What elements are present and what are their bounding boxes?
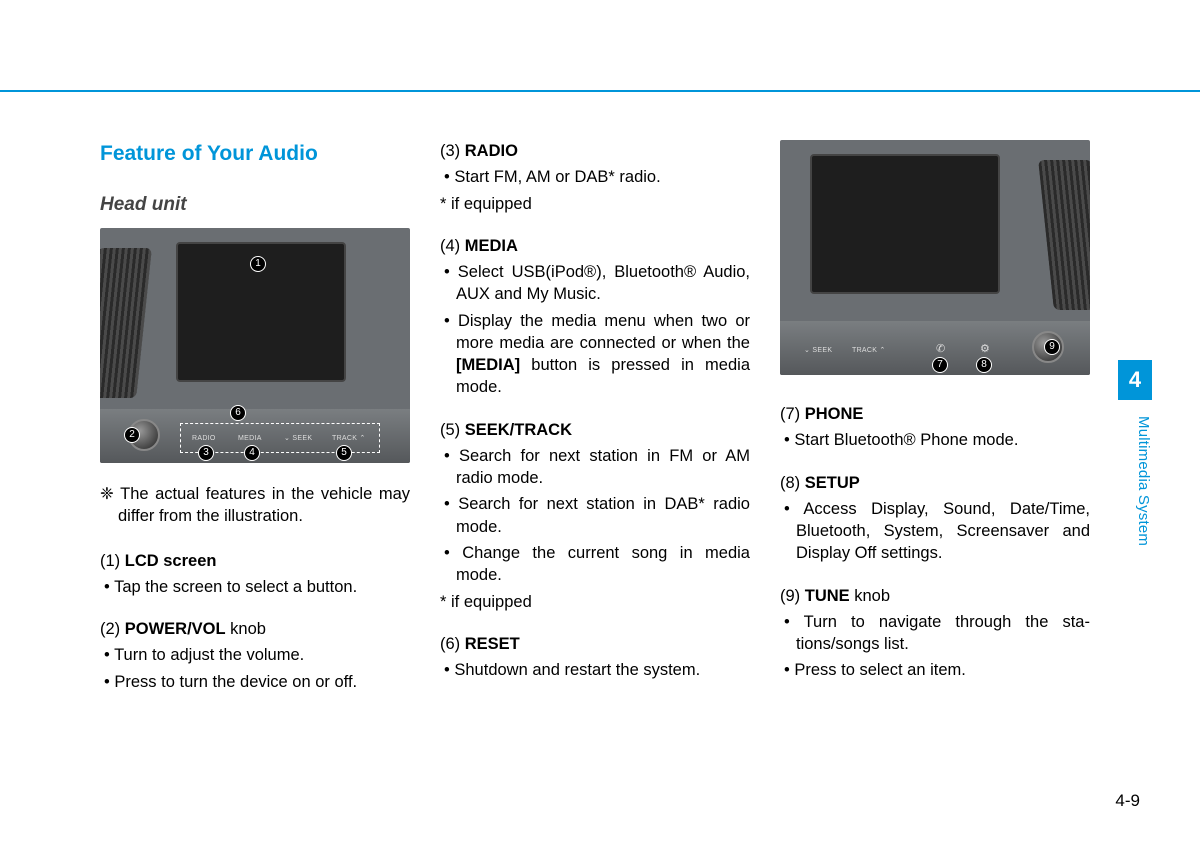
item-3-head: (3) RADIO (440, 140, 750, 162)
item-8-bullet-1: Access Display, Sound, Date/Time, Blueto… (780, 498, 1090, 565)
phone-icon: ✆ (936, 342, 946, 357)
vent-right (1038, 160, 1090, 310)
item-9-pre: (9) (780, 587, 805, 605)
item-7-bold: PHONE (805, 405, 864, 423)
chapter-tab: 4 (1118, 360, 1152, 400)
item-5: (5) SEEK/TRACK Search for next station i… (440, 419, 750, 613)
item-9-head: (9) TUNE knob (780, 585, 1090, 607)
item-5-bullet-1: Search for next station in FM or AM radi… (440, 445, 750, 490)
item-2-bold: POWER/VOL (125, 620, 226, 638)
item-7-pre: (7) (780, 405, 805, 423)
item-9-bullet-2: Press to select an item. (780, 659, 1090, 681)
radio-button-label: RADIO (192, 434, 216, 443)
item-8: (8) SETUP Access Display, Sound, Date/Ti… (780, 472, 1090, 565)
item-1-bold: LCD screen (125, 552, 217, 570)
item-4-b2-text: Display the media menu when two or more … (456, 312, 750, 397)
item-9-bold: TUNE (805, 587, 850, 605)
callout-3: 3 (198, 445, 214, 461)
item-8-head: (8) SETUP (780, 472, 1090, 494)
item-5-bullet-3: Change the current song in media mode. (440, 542, 750, 587)
seek-button-label-2: ⌄ SEEK (804, 346, 832, 355)
item-5-footnote: * if equipped (440, 591, 750, 613)
page-number: 4-9 (1115, 791, 1140, 811)
item-7: (7) PHONE Start Bluetooth® Phone mode. (780, 403, 1090, 452)
item-1-pre: (1) (100, 552, 125, 570)
item-6-head: (6) RESET (440, 633, 750, 655)
item-6-bold: RESET (465, 635, 520, 653)
track-button-label-2: TRACK ⌃ (852, 346, 886, 355)
figure-head-unit-right: ⌄ SEEK TRACK ⌃ ✆ ⚙ 7 8 9 (780, 140, 1090, 375)
callout-6: 6 (230, 405, 246, 421)
top-rule (0, 90, 1200, 92)
seek-button-label: ⌄ SEEK (284, 434, 312, 443)
sub-title: Head unit (100, 192, 410, 218)
item-9-bullet-1: Turn to navigate through the sta-tions/s… (780, 611, 1090, 656)
callout-4: 4 (244, 445, 260, 461)
item-2-bullet-1: Turn to adjust the volume. (100, 644, 410, 666)
item-2-post: knob (226, 620, 266, 638)
item-8-bold: SETUP (805, 474, 860, 492)
item-5-bold: SEEK/TRACK (465, 421, 572, 439)
callout-9: 9 (1044, 339, 1060, 355)
item-1: (1) LCD screen Tap the screen to select … (100, 550, 410, 599)
item-3-footnote: * if equipped (440, 193, 750, 215)
callout-7: 7 (932, 357, 948, 373)
item-9-post: knob (850, 587, 890, 605)
lcd-screen-graphic-2 (810, 154, 1000, 294)
section-title: Feature of Your Audio (100, 140, 410, 168)
item-4: (4) MEDIA Select USB(iPod®), Bluetooth® … (440, 235, 750, 399)
item-3: (3) RADIO Start FM, AM or DAB* radio. * … (440, 140, 750, 215)
setup-icon: ⚙ (980, 342, 990, 357)
item-5-bullet-2: Search for next station in DAB* radio mo… (440, 493, 750, 538)
column-2: (3) RADIO Start FM, AM or DAB* radio. * … (440, 140, 750, 713)
item-2: (2) POWER/VOL knob Turn to adjust the vo… (100, 618, 410, 693)
item-2-pre: (2) (100, 620, 125, 638)
callout-1: 1 (250, 256, 266, 272)
item-7-bullet-1: Start Bluetooth® Phone mode. (780, 429, 1090, 451)
item-4-bullet-2: Display the media menu when two or more … (440, 310, 750, 399)
item-4-head: (4) MEDIA (440, 235, 750, 257)
item-4-bullet-1: Select USB(iPod®), Bluetooth® Audio, AUX… (440, 261, 750, 306)
track-button-label: TRACK ⌃ (332, 434, 366, 443)
item-9: (9) TUNE knob Turn to navigate through t… (780, 585, 1090, 682)
column-3: ⌄ SEEK TRACK ⌃ ✆ ⚙ 7 8 9 (7) PHONE Start… (780, 140, 1090, 713)
item-6-pre: (6) (440, 635, 465, 653)
item-7-head: (7) PHONE (780, 403, 1090, 425)
item-3-pre: (3) (440, 142, 465, 160)
item-1-bullet-1: Tap the screen to select a button. (100, 576, 410, 598)
item-1-head: (1) LCD screen (100, 550, 410, 572)
item-2-head: (2) POWER/VOL knob (100, 618, 410, 640)
callout-2: 2 (124, 427, 140, 443)
figure-head-unit-left: RADIO MEDIA ⌄ SEEK TRACK ⌃ 1 2 3 4 5 6 (100, 228, 410, 463)
item-5-head: (5) SEEK/TRACK (440, 419, 750, 441)
item-3-bullet-1: Start FM, AM or DAB* radio. (440, 166, 750, 188)
callout-8: 8 (976, 357, 992, 373)
vent-left (100, 248, 152, 398)
item-4-bold: MEDIA (465, 237, 518, 255)
item-8-pre: (8) (780, 474, 805, 492)
illustration-note: ❈ The actual features in the vehicle may… (100, 483, 410, 528)
item-2-bullet-2: Press to turn the device on or off. (100, 671, 410, 693)
content-area: Feature of Your Audio Head unit RADIO ME… (100, 140, 1100, 713)
media-button-label: MEDIA (238, 434, 262, 443)
column-1: Feature of Your Audio Head unit RADIO ME… (100, 140, 410, 713)
item-3-bold: RADIO (465, 142, 518, 160)
item-5-pre: (5) (440, 421, 465, 439)
item-6: (6) RESET Shutdown and restart the syste… (440, 633, 750, 682)
callout-5: 5 (336, 445, 352, 461)
item-4-pre: (4) (440, 237, 465, 255)
section-side-label: Multimedia System (1118, 410, 1152, 546)
item-6-bullet-1: Shutdown and restart the system. (440, 659, 750, 681)
